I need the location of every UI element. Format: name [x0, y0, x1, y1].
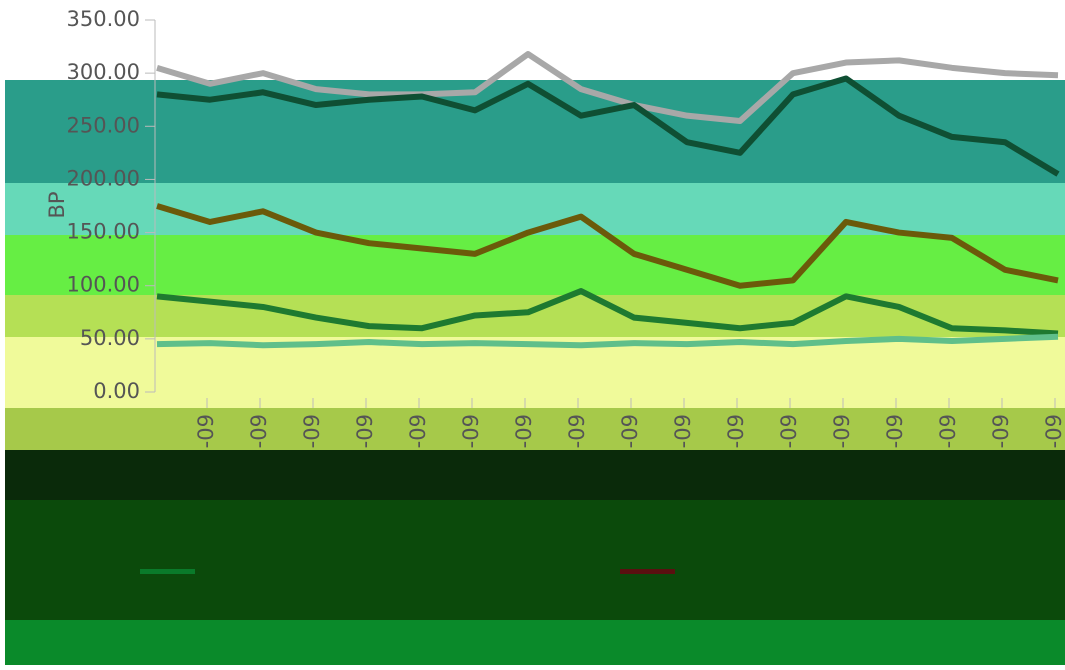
series-line [156, 288, 1059, 337]
x-tick-label: -09 [565, 414, 589, 448]
series-line [156, 75, 1060, 177]
x-tick-label: -09 [194, 414, 218, 448]
x-tick-label: -09 [353, 414, 377, 448]
x-tick-label: -09 [883, 414, 907, 448]
x-tick-label: -09 [830, 414, 854, 448]
y-tick-label: 350.00 [67, 7, 140, 31]
y-tick-label: 150.00 [67, 220, 140, 244]
x-tick-label: -09 [936, 414, 960, 448]
x-tick-label: -09 [724, 414, 748, 448]
y-axis-label: BP [45, 191, 69, 218]
y-tick-label: 50.00 [80, 326, 140, 350]
x-tick-label: -09 [1042, 414, 1065, 448]
x-tick-label: -09 [247, 414, 271, 448]
x-tick-label: -09 [671, 414, 695, 448]
y-tick-label: 200.00 [67, 166, 140, 190]
x-tick-label: -09 [777, 414, 801, 448]
y-tick-label: 0.00 [93, 379, 140, 403]
series-line [156, 51, 1059, 124]
x-tick-label: -09 [989, 414, 1013, 448]
x-tick-label: -09 [300, 414, 324, 448]
y-tick-label: 100.00 [67, 273, 140, 297]
y-tick-label: 250.00 [67, 113, 140, 137]
y-tick-label: 300.00 [67, 60, 140, 84]
x-tick-label: -09 [512, 414, 536, 448]
glitch-bands [5, 80, 1065, 665]
x-tick-label: -09 [459, 414, 483, 448]
series-line [156, 203, 1059, 289]
series-line [156, 333, 1059, 349]
x-tick-label: -09 [406, 414, 430, 448]
x-tick-label: -09 [618, 414, 642, 448]
